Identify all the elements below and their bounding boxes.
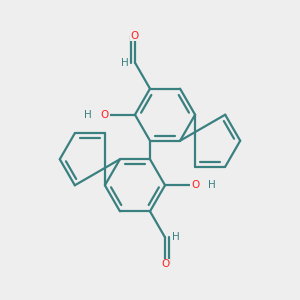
Text: O: O [131,31,139,40]
Text: O: O [161,260,169,269]
Text: H: H [208,180,215,190]
Text: O: O [191,180,199,190]
Text: O: O [101,110,109,120]
Text: H: H [85,110,92,120]
Text: H: H [121,58,128,68]
Text: H: H [172,232,179,242]
